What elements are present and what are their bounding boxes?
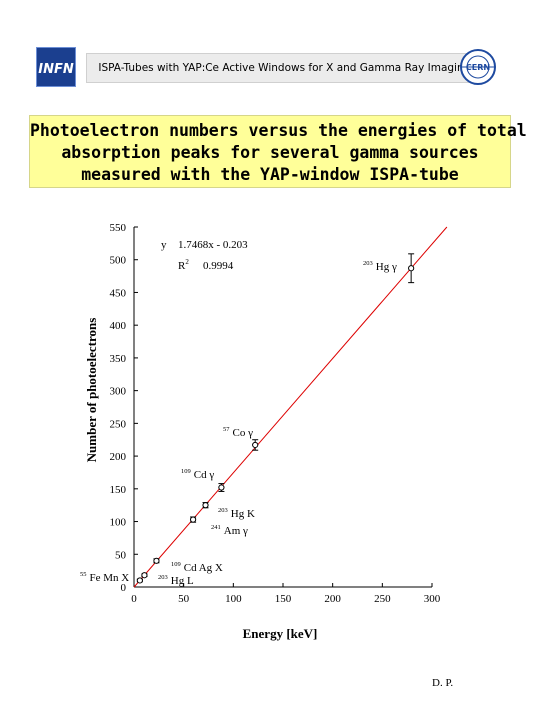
y-tick-label: 150 xyxy=(110,484,127,496)
data-point xyxy=(218,484,225,491)
y-tick-label: 500 xyxy=(110,255,127,267)
data-point xyxy=(190,516,197,523)
y-tick-label: 350 xyxy=(110,353,127,365)
cern-logo: CERN xyxy=(460,49,496,85)
point-label: 203 Hg K xyxy=(218,507,255,520)
y-tick-label: 300 xyxy=(110,386,127,398)
fit-y-label: y xyxy=(161,239,167,251)
data-point xyxy=(153,557,160,564)
point-label: 109 Cd Ag X xyxy=(171,561,223,574)
fit-line xyxy=(133,226,448,588)
data-point xyxy=(141,572,148,579)
y-tick-label: 50 xyxy=(115,549,127,561)
fit-line-group xyxy=(133,226,448,588)
slide-title-line-2: absorption peaks for several gamma sourc… xyxy=(61,143,479,162)
y-tick-label: 450 xyxy=(110,287,127,299)
fit-r2-value: 0.9994 xyxy=(203,260,234,272)
point-label: 241 Am γ xyxy=(211,524,248,537)
point-label: 203 Hg L xyxy=(158,574,194,587)
x-tick-label: 250 xyxy=(374,593,391,605)
data-point xyxy=(408,265,415,272)
data-points xyxy=(136,253,415,584)
fit-r2-label: R2 xyxy=(178,258,189,272)
chart-axes: 0 50 100 150 200 250 300 0 50 100 150 200 250 300 350 4… xyxy=(110,222,441,605)
y-tick-label: 400 xyxy=(110,320,127,332)
data-point xyxy=(252,441,259,449)
x-tick-label: 0 xyxy=(131,593,137,605)
svg-text:CERN: CERN xyxy=(466,63,490,72)
svg-text:INFN: INFN xyxy=(38,62,74,77)
infn-logo: INFN xyxy=(36,47,76,87)
x-tick-label: 150 xyxy=(275,593,292,605)
fit-equation: 1.7468x - 0.203 xyxy=(178,239,248,251)
slide-title-line-3: measured with the YAP-window ISPA-tube xyxy=(81,165,459,184)
point-label: 109 Cd γ xyxy=(181,468,214,481)
y-tick-label: 550 xyxy=(110,222,127,234)
photoelectron-chart: 0 50 100 150 200 250 300 0 50 100 150 200 250 300 350 4… xyxy=(80,222,448,641)
y-axis-label: Number of photoelectrons xyxy=(84,318,99,463)
header-title: ISPA-Tubes with YAP:Ce Active Windows fo… xyxy=(98,62,474,74)
y-tick-label: 100 xyxy=(110,517,127,529)
y-tick-label: 0 xyxy=(121,582,127,594)
point-label: 203 Hg γ xyxy=(363,260,397,273)
y-tick-label: 200 xyxy=(110,451,127,463)
data-point xyxy=(136,577,143,584)
y-tick-label: 250 xyxy=(110,418,127,430)
x-tick-label: 100 xyxy=(225,593,242,605)
x-axis-label: Energy [keV] xyxy=(243,626,318,641)
footer-initials: D. P. xyxy=(432,677,454,689)
x-tick-label: 50 xyxy=(178,593,190,605)
x-tick-label: 200 xyxy=(324,593,341,605)
point-label: 57 Co γ xyxy=(223,426,253,439)
slide-title-box: Photoelectron numbers versus the energie… xyxy=(29,115,527,188)
data-point xyxy=(202,502,209,509)
point-label: 55 Fe Mn X xyxy=(80,571,129,584)
header: INFN ISPA-Tubes with YAP:Ce Active Windo… xyxy=(36,47,506,89)
x-tick-label: 300 xyxy=(424,593,441,605)
point-labels: 203 Hg γ 57 Co γ 109 Cd γ 203 Hg K 241 Am γ 109 Cd … xyxy=(80,260,397,587)
slide-title-line-1: Photoelectron numbers versus the energie… xyxy=(30,121,527,140)
header-bar: ISPA-Tubes with YAP:Ce Active Windows fo… xyxy=(86,53,486,83)
